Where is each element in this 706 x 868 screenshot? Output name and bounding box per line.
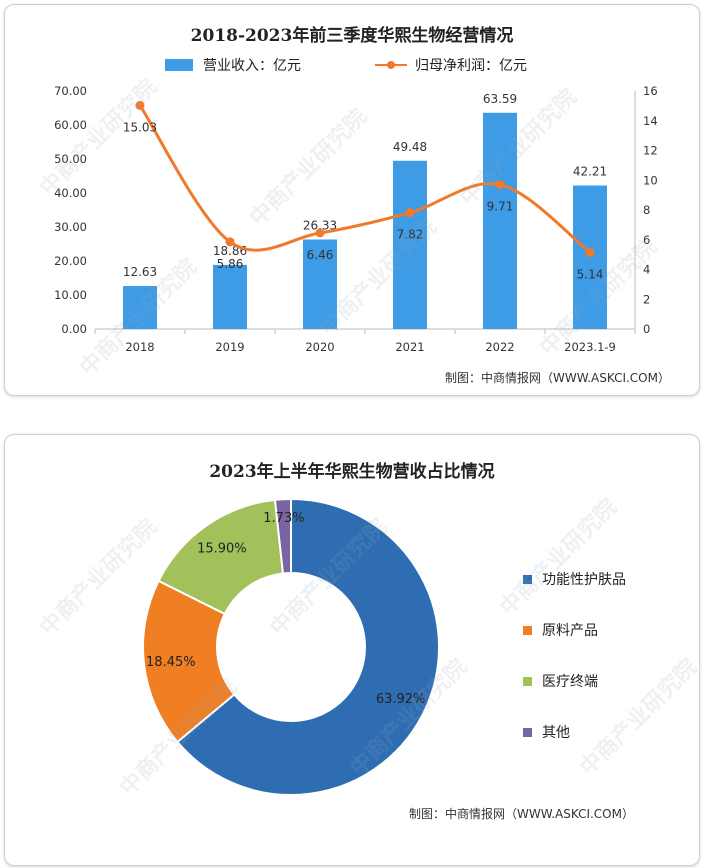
- revenue-bar: [483, 112, 517, 329]
- revenue-bar: [573, 185, 607, 329]
- profit-data-label: 7.82: [397, 228, 424, 242]
- y-right-tick-label: 0: [643, 322, 650, 336]
- chart2-source: 制图：中商情报网（WWW.ASKCI.COM）: [409, 807, 634, 821]
- profit-data-label: 9.71: [487, 200, 514, 214]
- y-left-tick-label: 30.00: [54, 220, 87, 234]
- chart1-source: 制图：中商情报网（WWW.ASKCI.COM）: [445, 371, 670, 385]
- y-left-tick-label: 0.00: [61, 322, 87, 336]
- legend-label: 原料产品: [542, 623, 598, 639]
- profit-point: [135, 100, 145, 110]
- y-right-tick-label: 14: [643, 114, 658, 128]
- revenue-legend-swatch: [165, 59, 193, 71]
- revenue-legend-label: 营业收入：亿元: [203, 58, 301, 74]
- revenue-bar: [123, 286, 157, 329]
- x-tick-label: 2019: [215, 340, 244, 354]
- revenue-profit-chart-panel: 2018-2023年前三季度华熙生物经营情况 营业收入：亿元 归母净利润：亿元 …: [4, 4, 700, 396]
- y-right-tick-label: 10: [643, 173, 658, 187]
- donut-slice-label: 1.73%: [263, 511, 304, 526]
- y-right-tick-label: 8: [643, 203, 650, 217]
- profit-point: [225, 237, 235, 247]
- chart2-title: 2023年上半年华熙生物营收占比情况: [209, 462, 495, 482]
- donut-slice: [176, 497, 440, 796]
- revenue-data-label: 49.48: [393, 140, 427, 154]
- legend-label: 其他: [542, 725, 570, 741]
- y-left-tick-label: 20.00: [54, 254, 87, 268]
- profit-data-label: 5.86: [217, 257, 244, 271]
- revenue-bar: [303, 239, 337, 329]
- chart2-legend-item: 原料产品: [523, 620, 598, 640]
- revenue-data-label: 42.21: [573, 164, 607, 178]
- x-tick-label: 2020: [305, 340, 334, 354]
- revenue-bar: [393, 160, 427, 329]
- chart2-legend-item: 医疗终端: [523, 671, 598, 691]
- chart2-donut: 63.92% 18.45% 15.90% 1.73%: [142, 497, 440, 796]
- profit-legend-label: 归母净利润：亿元: [415, 58, 527, 74]
- chart1-title: 2018-2023年前三季度华熙生物经营情况: [190, 26, 514, 46]
- donut-slice-label: 63.92%: [376, 692, 426, 707]
- x-tick-label: 2021: [395, 340, 424, 354]
- donut-slice: [142, 579, 236, 744]
- revenue-bar: [213, 264, 247, 329]
- revenue-data-label: 63.59: [483, 92, 517, 106]
- y-left-tick-label: 10.00: [54, 288, 87, 302]
- donut-slice-label: 18.45%: [146, 655, 196, 670]
- legend-swatch: [523, 676, 532, 686]
- y-right-tick-label: 4: [643, 263, 650, 277]
- chart1-plot: 0.00 10.00 20.00 30.00 40.00 50.00 60.00 70.00 0…: [54, 84, 658, 354]
- profit-data-label: 5.14: [577, 268, 604, 282]
- revenue-share-chart-panel: 2023年上半年华熙生物营收占比情况 63.92% 18.45% 15.90% 1.7…: [4, 434, 700, 866]
- profit-legend-swatch: [375, 59, 407, 71]
- profit-point: [585, 248, 595, 258]
- profit-point: [405, 208, 415, 218]
- revenue-data-label: 26.33: [303, 218, 337, 232]
- chart1-legend-profit: 归母净利润：亿元: [375, 55, 527, 75]
- donut-slice: [273, 497, 292, 575]
- profit-point: [495, 180, 505, 190]
- y-left-tick-label: 60.00: [54, 118, 87, 132]
- legend-label: 医疗终端: [542, 674, 598, 690]
- donut-slice-label: 15.90%: [197, 542, 247, 557]
- chart2-legend-item: 其他: [523, 722, 570, 742]
- x-tick-label: 2023.1-9: [564, 340, 616, 354]
- profit-point: [315, 228, 325, 238]
- y-left-tick-label: 50.00: [54, 152, 87, 166]
- legend-swatch: [523, 727, 532, 737]
- y-right-tick-label: 16: [643, 84, 658, 98]
- y-right-tick-label: 2: [643, 292, 650, 306]
- x-tick-label: 2018: [125, 340, 154, 354]
- y-left-tick-label: 70.00: [54, 84, 87, 98]
- chart1-legend-revenue: 营业收入：亿元: [165, 55, 301, 75]
- profit-line: [138, 104, 591, 254]
- y-right-tick-label: 12: [643, 144, 658, 158]
- legend-label: 功能性护肤品: [542, 572, 626, 588]
- legend-swatch: [523, 574, 532, 584]
- x-tick-label: 2022: [485, 340, 514, 354]
- legend-swatch: [523, 625, 532, 635]
- chart2-legend-item: 功能性护肤品: [523, 569, 626, 589]
- revenue-data-label: 12.63: [123, 265, 157, 279]
- y-left-tick-label: 40.00: [54, 186, 87, 200]
- profit-data-label: 6.46: [307, 248, 334, 262]
- profit-data-label: 15.03: [123, 120, 157, 134]
- y-right-tick-label: 6: [643, 233, 650, 247]
